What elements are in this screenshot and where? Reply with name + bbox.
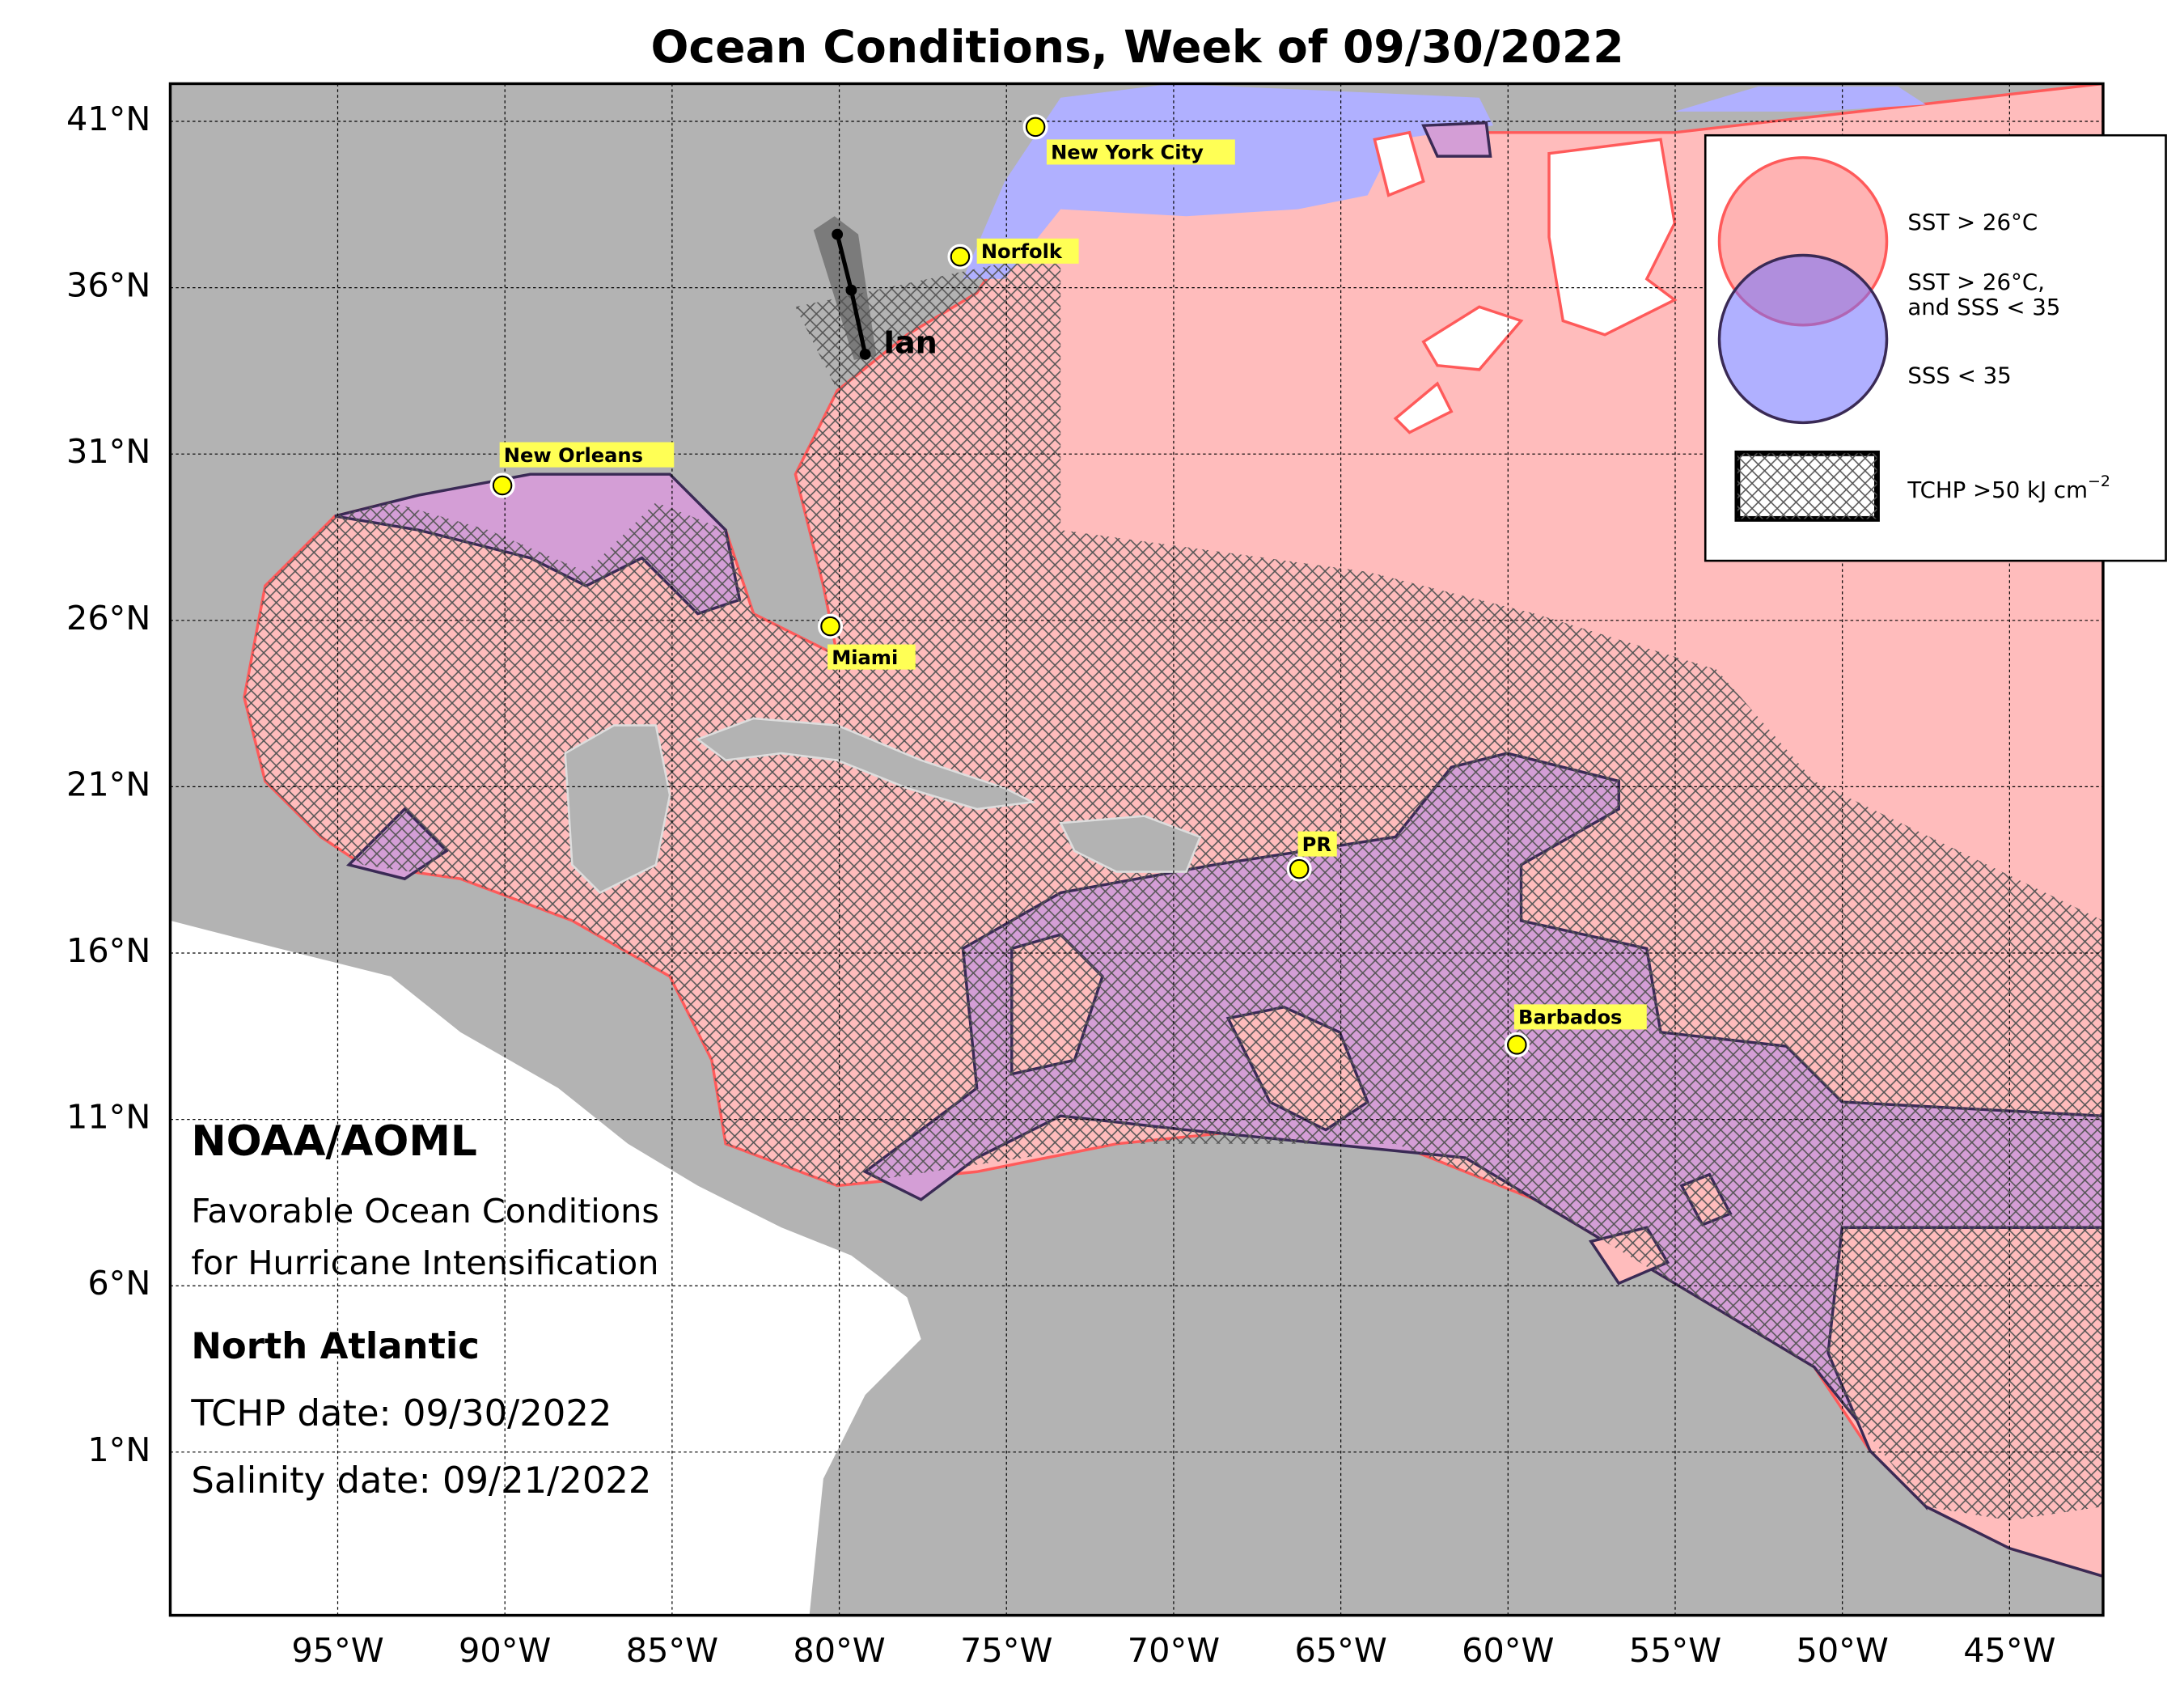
lon-label: 50°W <box>1797 1631 1889 1670</box>
place-label: New York City <box>1051 142 1204 164</box>
lon-label: 80°W <box>793 1631 885 1670</box>
lat-label: 11°N <box>66 1098 150 1137</box>
place-marker-ring <box>820 616 840 637</box>
place-label-box <box>499 442 675 468</box>
place-label: Miami <box>832 646 898 669</box>
map-frame <box>168 82 2105 1617</box>
place-label: Barbados <box>1518 1006 1622 1029</box>
info-description: for Hurricane Intensification <box>191 1244 658 1282</box>
legend-tchp-hatch <box>1737 453 1877 519</box>
legend-tchp-superscript: −2 <box>2088 472 2110 489</box>
place-label: Norfolk <box>981 240 1063 263</box>
lon-label: 75°W <box>960 1631 1052 1670</box>
unfavorable-ocean <box>1373 130 1678 434</box>
place-label-box <box>1297 831 1337 857</box>
lat-label: 26°N <box>66 599 150 638</box>
place-marker <box>1504 1032 1530 1057</box>
lon-label: 65°W <box>1294 1631 1386 1670</box>
info-org: NOAA/AOML <box>191 1117 476 1166</box>
storm-label: Ian <box>883 324 938 360</box>
lon-label: 90°W <box>459 1631 551 1670</box>
storm-point <box>859 349 871 360</box>
place-label-box <box>1046 139 1235 165</box>
legend-label: TCHP >50 kJ cm−2 <box>1907 472 2110 503</box>
sss-region <box>963 83 1926 279</box>
lat-label: 31°N <box>66 432 150 471</box>
place-label-box <box>976 238 1079 264</box>
place-label: PR <box>1302 833 1332 856</box>
storm-point <box>845 284 857 296</box>
place-marker-ring <box>1289 858 1310 879</box>
place-marker-ring <box>1507 1035 1527 1055</box>
lat-label: 36°N <box>66 266 150 305</box>
lon-label: 60°W <box>1462 1631 1554 1670</box>
legend-label: SST > 26°C, <box>1907 269 2044 295</box>
yucatan <box>564 724 671 895</box>
place-marker <box>817 613 844 639</box>
place-label-box <box>1513 1004 1647 1030</box>
info-description: Favorable Ocean Conditions <box>191 1192 659 1231</box>
lon-label: 45°W <box>1963 1631 2055 1670</box>
place-marker-ring <box>492 475 513 496</box>
lon-label: 55°W <box>1629 1631 1721 1670</box>
lon-label: 95°W <box>291 1631 383 1670</box>
pacific-ocean <box>170 920 921 1616</box>
lat-label: 16°N <box>66 931 150 970</box>
info-salinity-date: Salinity date: 09/21/2022 <box>191 1459 651 1502</box>
labels: Ocean Conditions, Week of 09/30/2022 41°N… <box>66 22 2167 1670</box>
place-marker <box>1286 856 1312 882</box>
place-marker <box>489 472 515 498</box>
place-label: New Orleans <box>504 444 643 467</box>
lat-label: 41°N <box>66 100 150 138</box>
lat-label: 6°N <box>87 1264 150 1303</box>
place-marker <box>1022 114 1048 140</box>
storm-point <box>832 228 844 240</box>
graticule <box>170 83 2103 1616</box>
legend-label: SSS < 35 <box>1907 362 2011 389</box>
legend-sss-swatch <box>1717 253 1889 425</box>
info-tchp-date: TCHP date: 09/30/2022 <box>190 1392 612 1434</box>
place-label-box <box>827 644 916 670</box>
place-marker-ring <box>950 247 971 267</box>
legend-tchp-text: TCHP >50 kJ cm <box>1907 477 2088 503</box>
lat-label: 21°N <box>66 765 150 803</box>
legend-label: SST > 26°C <box>1907 209 2038 235</box>
map-title: Ocean Conditions, Week of 09/30/2022 <box>650 22 1623 74</box>
info-region: North Atlantic <box>191 1324 480 1367</box>
lat-label: 1°N <box>87 1430 150 1469</box>
place-marker-ring <box>1025 117 1046 138</box>
legend-label: and SSS < 35 <box>1907 294 2060 320</box>
tchp-region <box>243 251 2103 1521</box>
place-marker <box>947 244 973 269</box>
lon-label: 85°W <box>626 1631 718 1670</box>
hispaniola <box>1059 815 1202 873</box>
lon-label: 70°W <box>1128 1631 1220 1670</box>
